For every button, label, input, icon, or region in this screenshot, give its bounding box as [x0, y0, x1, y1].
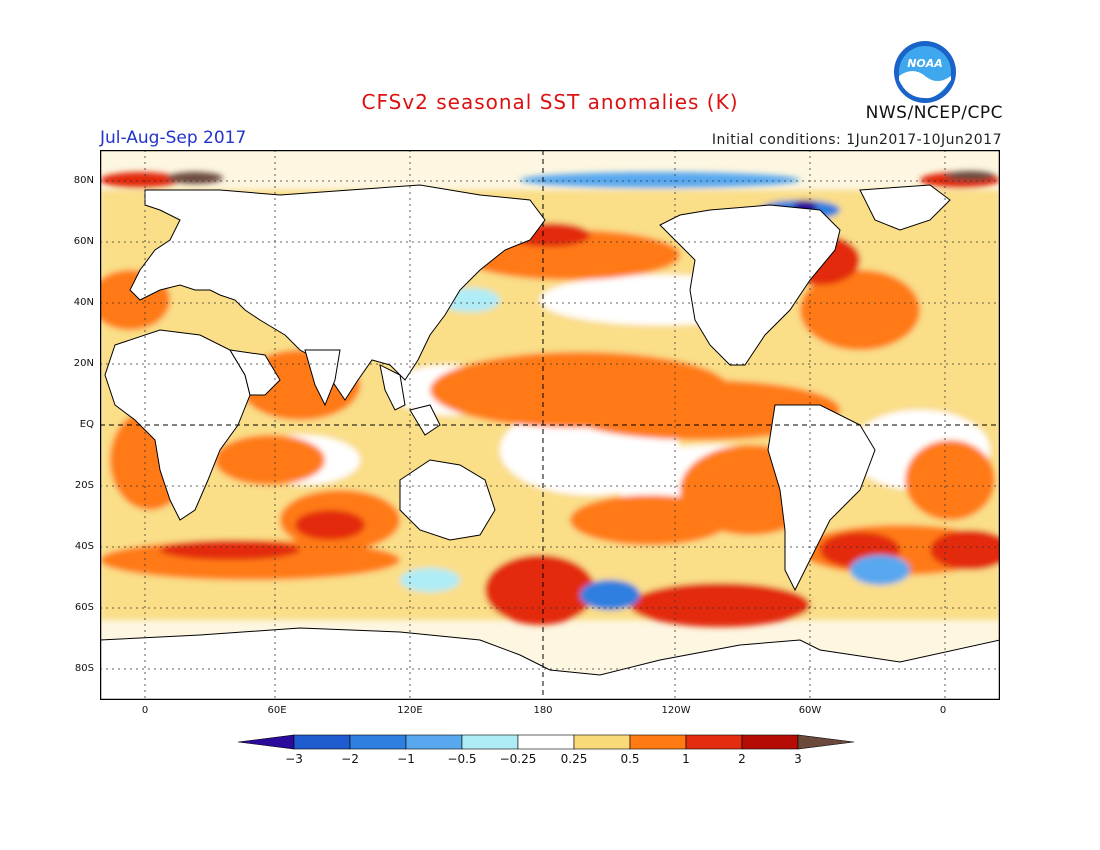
map-frame [100, 150, 1000, 700]
lat-label: 60N [73, 236, 94, 247]
legend-triangle-low [238, 734, 295, 750]
lon-label: 0 [939, 705, 947, 716]
legend-swatch [741, 734, 799, 750]
legend-swatch [349, 734, 407, 750]
initial-conditions-label: Initial conditions: 1Jun2017-10Jun2017 [711, 132, 1002, 148]
legend-label: 1 [682, 752, 690, 766]
lat-label: EQ [79, 419, 94, 430]
legend-triangle-high [797, 734, 855, 750]
legend-label: 3 [794, 752, 802, 766]
lat-label: 40N [73, 297, 94, 308]
legend-swatch [685, 734, 743, 750]
legend-label: −0.5 [447, 752, 477, 766]
legend-swatch [629, 734, 687, 750]
color-legend [238, 734, 855, 750]
lon-label: 180 [533, 705, 553, 716]
lon-label: 120E [397, 705, 423, 716]
legend-label: −2 [341, 752, 359, 766]
lon-label: 60W [798, 705, 822, 716]
land-masses [100, 184, 1000, 700]
lat-label: 60S [74, 602, 94, 613]
lat-label: 80N [73, 175, 94, 186]
lat-label: 80S [74, 663, 94, 674]
legend-swatch [293, 734, 351, 750]
legend-label: 0.5 [620, 752, 640, 766]
sst-anomaly-map [100, 150, 1000, 700]
lat-label: 40S [74, 541, 94, 552]
legend-label: −3 [285, 752, 303, 766]
reference-lines [100, 150, 1000, 700]
legend-label: 0.25 [560, 752, 588, 766]
lat-label: 20N [73, 358, 94, 369]
lon-label: 120W [661, 705, 691, 716]
agency-label: NWS/NCEP/CPC [865, 103, 1003, 123]
lat-label: 20S [74, 480, 94, 491]
legend-label: 2 [738, 752, 746, 766]
legend-swatch [461, 734, 519, 750]
noaa-logo-icon: NOAA [894, 41, 956, 103]
graticule [100, 150, 1000, 700]
lon-label: 60E [267, 705, 287, 716]
legend-label: −1 [397, 752, 415, 766]
legend-swatch [573, 734, 631, 750]
legend-swatch [405, 734, 463, 750]
legend-label: −0.25 [499, 752, 537, 766]
anomaly-fields [100, 171, 1000, 627]
chart-title: CFSv2 seasonal SST anomalies (K) [361, 90, 739, 114]
svg-text:NOAA: NOAA [907, 57, 943, 70]
lon-label: 0 [141, 705, 149, 716]
season-label: Jul-Aug-Sep 2017 [100, 128, 247, 148]
legend-swatch [517, 734, 575, 750]
